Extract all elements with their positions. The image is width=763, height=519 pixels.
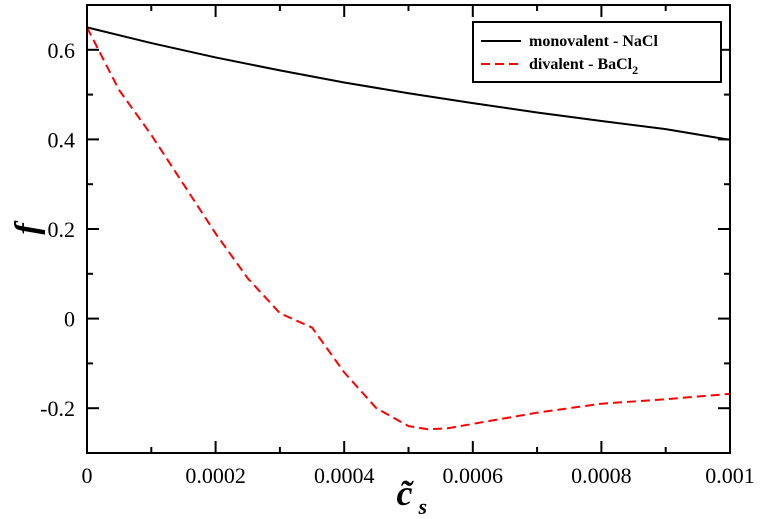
series-layer [86,26,731,431]
x-tick-label: 0.0002 [185,463,246,488]
y-axis-label: f [9,220,46,235]
x-tick-label: 0.0008 [571,463,632,488]
x-axis-label: c̃ s [397,473,428,519]
series-line-0 [86,26,731,141]
x-tick-label: 0 [82,463,93,488]
y-tick-label: 0 [64,307,75,332]
legend-label-divalent-subscript: 2 [632,63,638,77]
svg-text:c̃: c̃ [397,473,415,513]
x-tick-label: 0.0004 [314,463,375,488]
tick-labels-layer: 0 0.0002 0.0004 0.0006 0.0008 0.001 -0.2 0 0.2 0.… [40,38,755,488]
y-tick-label: 0.6 [48,38,76,63]
legend-label-divalent: divalent - BaCl2 [529,56,638,77]
x-tick-label: 0.001 [705,463,755,488]
legend: monovalent - NaCl divalent - BaCl2 [472,21,722,83]
svg-text:s: s [418,494,428,519]
x-tick-label: 0.0006 [443,463,504,488]
legend-box [472,21,722,83]
y-tick-label: -0.2 [40,396,75,421]
legend-label-monovalent: monovalent - NaCl [529,33,658,50]
y-tick-label: 0.4 [48,127,76,152]
ticks-layer [86,4,731,453]
series-line-1 [86,26,731,431]
legend-label-divalent-main: divalent - BaCl [529,56,633,73]
y-tick-label: 0.2 [48,217,76,242]
